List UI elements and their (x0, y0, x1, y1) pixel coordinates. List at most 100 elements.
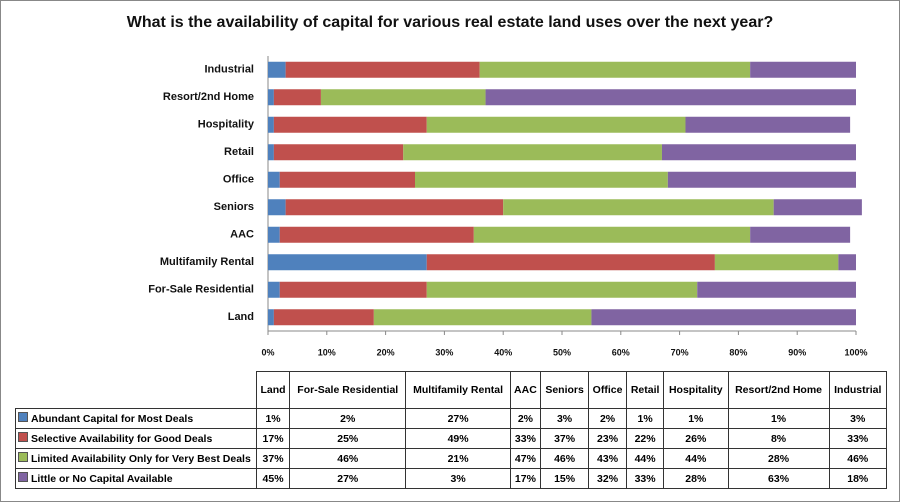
bar-segment (268, 199, 286, 216)
bar-segment (714, 254, 839, 271)
empty-cell (15, 371, 257, 409)
table-cell: 1% (663, 408, 729, 429)
table-cell: 33% (626, 468, 665, 489)
table-cell: 28% (727, 448, 830, 469)
table-cell: 33% (828, 428, 888, 449)
row-header: Selective Availability for Good Deals (15, 428, 257, 449)
bar-segment (667, 171, 856, 188)
bar-segment (661, 144, 856, 161)
legend-label: Little or No Capital Available (31, 473, 173, 485)
bar-segment (697, 281, 856, 298)
legend-label: Abundant Capital for Most Deals (31, 413, 194, 425)
legend-label: Selective Availability for Good Deals (31, 433, 213, 445)
bar-segment (273, 89, 321, 106)
table-cell: 1% (255, 408, 291, 429)
table-cell: 46% (540, 448, 589, 469)
y-tick-label: AAC (230, 229, 254, 241)
bar-segment (773, 199, 862, 216)
table-cell: 63% (727, 468, 830, 489)
bar-segment (268, 254, 427, 271)
x-tick-label: 90% (788, 347, 806, 357)
bar-segment (268, 61, 286, 78)
column-header: AAC (509, 371, 542, 409)
column-header: Multifamily Rental (405, 371, 511, 409)
table-cell: 27% (289, 468, 407, 489)
bar-segment (503, 199, 774, 216)
table-cell: 44% (626, 448, 665, 469)
bar-segment (426, 116, 686, 133)
y-tick-label: Retail (224, 146, 254, 158)
table-cell: 37% (540, 428, 589, 449)
bar-segment (750, 226, 851, 243)
table-cell: 23% (587, 428, 628, 449)
bar-segment (268, 116, 274, 133)
y-tick-label: Industrial (204, 64, 254, 76)
table-cell: 33% (509, 428, 542, 449)
bar-segment (415, 171, 668, 188)
bar-segment (473, 226, 751, 243)
column-header: For-Sale Residential (289, 371, 407, 409)
table-cell: 46% (289, 448, 407, 469)
bar-segment (279, 281, 427, 298)
column-header: Retail (626, 371, 665, 409)
column-header: Resort/2nd Home (727, 371, 830, 409)
table-cell: 17% (509, 468, 542, 489)
table-cell: 2% (289, 408, 407, 429)
row-header: Abundant Capital for Most Deals (15, 408, 257, 429)
bar-segment (273, 116, 427, 133)
table-cell: 47% (509, 448, 542, 469)
bar-segment (268, 89, 274, 106)
chart-title: What is the availability of capital for … (127, 14, 773, 31)
y-tick-label: For-Sale Residential (148, 284, 254, 296)
table-cell: 27% (405, 408, 511, 429)
table-cell: 26% (663, 428, 729, 449)
table-cell: 45% (255, 468, 291, 489)
legend-swatch (18, 412, 28, 422)
table-cell: 25% (289, 428, 407, 449)
table-cell: 46% (828, 448, 888, 469)
table-cell: 43% (587, 448, 628, 469)
bar-segment (285, 199, 504, 216)
table-cell: 28% (663, 468, 729, 489)
bar-segment (479, 61, 751, 78)
bar-segment (285, 61, 480, 78)
table-row: Little or No Capital Available 45% 27% 3% 17… (15, 468, 888, 489)
bar-segment (268, 171, 280, 188)
y-tick-label: Hospitality (198, 119, 255, 131)
row-header: Little or No Capital Available (15, 468, 257, 489)
column-header: Office (587, 371, 628, 409)
data-table: Land For-Sale Residential Multifamily Rent… (15, 371, 888, 489)
bar-segment (591, 309, 856, 326)
table-row: Limited Availability Only for Very Best … (15, 448, 888, 469)
bar-segment (273, 309, 374, 326)
row-header: Limited Availability Only for Very Best … (15, 448, 257, 469)
bar-segment (279, 226, 474, 243)
x-tick-label: 20% (377, 347, 395, 357)
legend-label: Limited Availability Only for Very Best … (31, 453, 251, 465)
table-cell: 17% (255, 428, 291, 449)
x-tick-label: 50% (553, 347, 571, 357)
bar-segment (838, 254, 856, 271)
legend-swatch (18, 432, 28, 442)
y-tick-label: Multifamily Rental (160, 256, 254, 268)
x-tick-label: 60% (612, 347, 630, 357)
bar-segment (685, 116, 851, 133)
table-cell: 44% (663, 448, 729, 469)
bar-segment (426, 254, 715, 271)
table-cell: 8% (727, 428, 830, 449)
bar-segment (273, 144, 404, 161)
bar-segment (320, 89, 486, 106)
table-cell: 3% (405, 468, 511, 489)
legend-swatch (18, 452, 28, 462)
column-header: Land (255, 371, 291, 409)
bar-segment (403, 144, 662, 161)
x-tick-label: 70% (671, 347, 689, 357)
y-tick-label: Resort/2nd Home (163, 91, 254, 103)
column-header: Seniors (540, 371, 589, 409)
bar-segment (426, 281, 698, 298)
table-cell: 49% (405, 428, 511, 449)
bar-segment (279, 171, 415, 188)
y-tick-label: Seniors (214, 201, 254, 213)
bar-segment (268, 309, 274, 326)
